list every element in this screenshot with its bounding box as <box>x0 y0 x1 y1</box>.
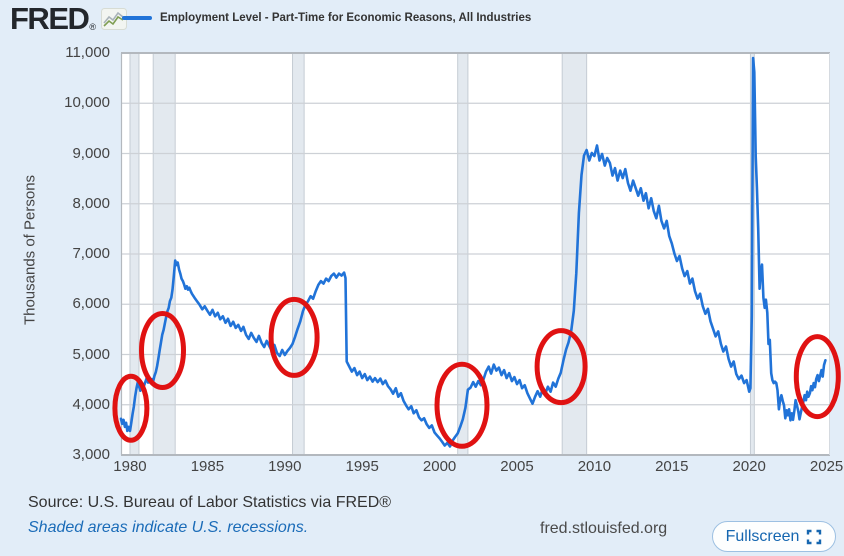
fred-logo-text: FRED <box>10 1 90 36</box>
x-tick-label: 2005 <box>500 458 534 475</box>
annotation-ellipse <box>793 334 841 420</box>
fullscreen-button-label: Fullscreen <box>725 527 800 545</box>
legend-line-swatch <box>122 16 152 20</box>
y-tick-label: 5,000 <box>72 345 110 363</box>
y-tick-label: 7,000 <box>72 245 110 262</box>
y-tick-label: 10,000 <box>64 94 110 112</box>
x-tick-label: 1995 <box>345 458 379 475</box>
x-tick-label: 2025 <box>809 458 844 475</box>
data-line <box>119 56 827 448</box>
fred-logo: FRED ® <box>10 1 128 36</box>
y-tick-label: 4,000 <box>72 395 110 413</box>
x-tick-label: 1980 <box>113 458 147 475</box>
annotation-ellipse <box>268 296 320 378</box>
source-text: Source: U.S. Bureau of Labor Statistics … <box>28 494 392 511</box>
annotation-ellipse <box>534 328 588 406</box>
legend: Employment Level - Part-Time for Economi… <box>122 12 531 24</box>
chart-svg <box>112 52 841 456</box>
x-tick-label: 2015 <box>655 458 689 475</box>
x-tick-label: 2020 <box>732 458 766 475</box>
annotation-ellipse <box>139 311 186 390</box>
fullscreen-button[interactable]: Fullscreen <box>712 521 836 552</box>
x-tick-label: 1990 <box>268 458 302 475</box>
annotation-ellipse <box>112 373 150 443</box>
legend-series-label: Employment Level - Part-Time for Economi… <box>160 12 532 24</box>
registered-trademark-mark: ® <box>89 22 97 32</box>
plot-area[interactable] <box>112 52 841 456</box>
y-tick-label: 11,000 <box>65 44 110 61</box>
fullscreen-icon <box>806 529 822 545</box>
x-tick-label: 1985 <box>190 458 225 475</box>
y-tick-label: 9,000 <box>72 144 110 162</box>
y-tick-label: 3,000 <box>72 446 110 463</box>
x-tick-label: 2000 <box>422 458 457 475</box>
annotation-ellipse <box>434 361 490 449</box>
x-tick-label: 2010 <box>577 458 612 475</box>
site-url-text: fred.stlouisfed.org <box>540 520 668 537</box>
y-tick-label: 8,000 <box>72 194 110 212</box>
recession-note-text: Shaded areas indicate U.S. recessions. <box>28 519 309 536</box>
y-tick-label: 6,000 <box>72 295 110 313</box>
